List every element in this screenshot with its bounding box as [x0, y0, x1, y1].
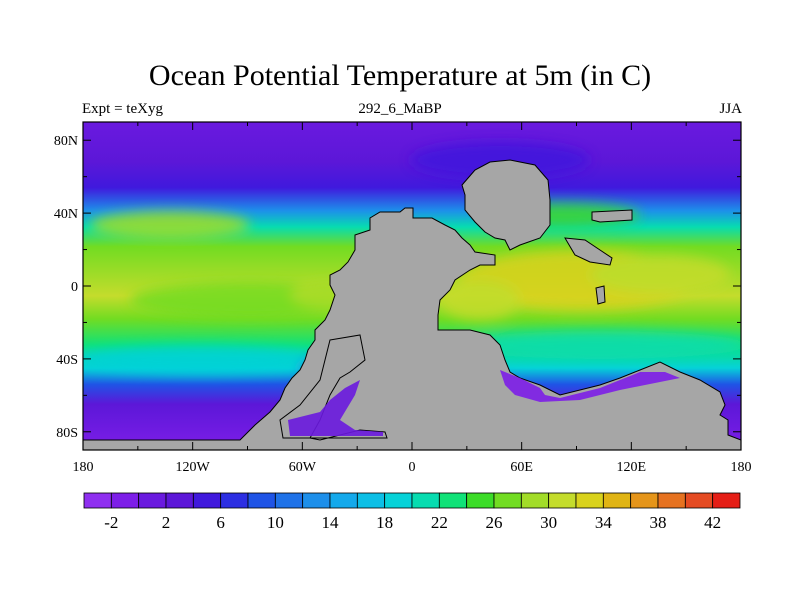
land-east-ridge — [591, 209, 633, 223]
colorbar-swatch — [630, 492, 659, 509]
x-tick-label: 180 — [731, 460, 752, 475]
time-label: 292_6_MaBP — [358, 101, 442, 117]
colorbar-label: 18 — [376, 513, 393, 532]
y-tick-label: 40S — [56, 353, 78, 368]
colorbar-swatch — [602, 492, 632, 509]
experiment-label: Expt = teXyg — [82, 101, 163, 117]
colorbar-swatch — [466, 492, 495, 509]
colorbar-swatch — [712, 492, 741, 509]
polar-lakes — [288, 370, 680, 436]
colorbar-label: 14 — [322, 513, 340, 532]
colorbar-swatch — [493, 492, 522, 509]
colorbar-swatch — [657, 492, 686, 509]
x-tick-label: 60W — [289, 460, 317, 475]
colorbar-label: 26 — [486, 513, 503, 532]
x-tick-label: 120W — [176, 460, 211, 475]
land-equatorial-islet — [595, 285, 606, 305]
chart-title: Ocean Potential Temperature at 5m (in C) — [148, 59, 652, 92]
colorbar-swatch — [520, 492, 550, 509]
y-tick-label: 80S — [56, 426, 78, 441]
y-tick-label: 0 — [71, 280, 78, 295]
colorbar-label: 42 — [704, 513, 721, 532]
colorbar-swatch — [684, 492, 714, 509]
colorbar-swatch — [384, 492, 413, 509]
colorbar-swatch — [575, 492, 604, 509]
colorbar-swatch — [356, 492, 386, 509]
land-north-block — [461, 159, 551, 251]
colorbar-swatch — [247, 492, 276, 509]
x-axis: 180 120W 60W 0 60E 120E 180 — [73, 122, 752, 475]
colorbar: -2 2 6 10 14 18 22 26 30 34 38 42 — [83, 492, 741, 532]
colorbar-label: 2 — [162, 513, 171, 532]
colorbar-label: 30 — [540, 513, 557, 532]
colorbar-swatch — [138, 492, 167, 509]
colorbar-swatch — [548, 492, 577, 509]
colorbar-swatch — [110, 492, 140, 509]
x-tick-label: 120E — [617, 460, 647, 475]
x-tick-label: 0 — [409, 460, 416, 475]
y-axis: 80N 40N 0 40S 80S — [54, 134, 741, 441]
land-east-island — [564, 237, 613, 266]
colorbar-swatch — [192, 492, 222, 509]
land-main-continent — [83, 207, 741, 450]
y-tick-label: 40N — [54, 207, 78, 222]
colorbar-swatch — [83, 492, 112, 509]
colorbar-swatch — [274, 492, 304, 509]
colorbar-swatch — [165, 492, 194, 509]
colorbar-swatch — [411, 492, 440, 509]
colorbar-label: 34 — [595, 513, 613, 532]
colorbar-label: 6 — [216, 513, 225, 532]
colorbar-swatch — [302, 492, 331, 509]
x-tick-label: 180 — [73, 460, 94, 475]
colorbar-label: -2 — [104, 513, 118, 532]
colorbar-swatch — [220, 492, 249, 509]
colorbar-label: 22 — [431, 513, 448, 532]
colorbar-swatch — [438, 492, 468, 509]
colorbar-swatch — [329, 492, 358, 509]
colorbar-label: 38 — [650, 513, 667, 532]
x-tick-label: 60E — [510, 460, 533, 475]
y-tick-label: 80N — [54, 134, 78, 149]
season-label: JJA — [719, 101, 742, 117]
colorbar-label: 10 — [267, 513, 284, 532]
